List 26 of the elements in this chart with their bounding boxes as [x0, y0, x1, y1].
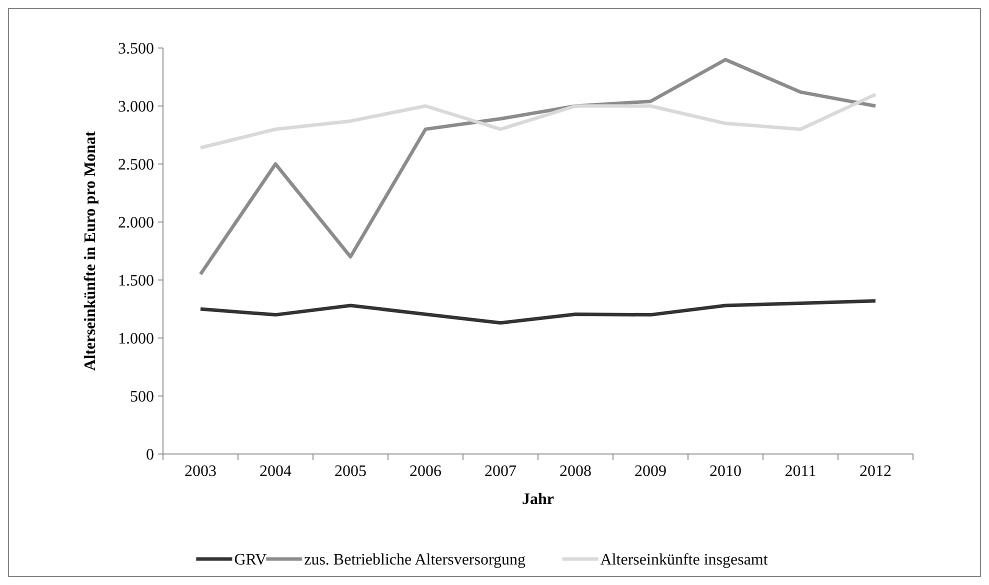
line-series [198, 58, 878, 276]
x-tick-label: 2004 [260, 463, 292, 480]
y-tick-label: 2.000 [118, 214, 154, 232]
y-tick-label: 1.000 [118, 330, 154, 348]
y-axis-title: Alterseinkünfte in Euro pro Monat [82, 130, 99, 371]
y-tick-label: 3.000 [118, 98, 154, 116]
x-tick-label: 2003 [184, 463, 216, 480]
x-tick-label: 2005 [334, 463, 366, 480]
x-axis-title: Jahr [522, 491, 554, 508]
y-tick-label: 1.500 [118, 272, 154, 290]
x-tick-label: 2010 [710, 463, 742, 480]
y-tick-label: 2.500 [118, 156, 154, 174]
y-tick-label: 3.500 [118, 40, 154, 58]
line-series [198, 299, 878, 325]
x-tick-label: 2008 [560, 463, 592, 480]
x-tick-label: 2006 [410, 463, 442, 480]
x-tick-label: 2011 [784, 463, 816, 480]
x-tick-label: 2007 [484, 463, 516, 480]
line-series [198, 92, 878, 150]
legend-label: Alterseinkünfte insgesamt [600, 552, 768, 569]
legend-label: zus. Betriebliche Altersversorgung [304, 552, 526, 569]
legend-label: GRV [234, 552, 268, 569]
y-tick-label: 0 [146, 446, 154, 464]
x-tick-label: 2012 [860, 463, 892, 480]
y-tick-label: 500 [130, 388, 154, 406]
x-tick-label: 2009 [634, 463, 666, 480]
